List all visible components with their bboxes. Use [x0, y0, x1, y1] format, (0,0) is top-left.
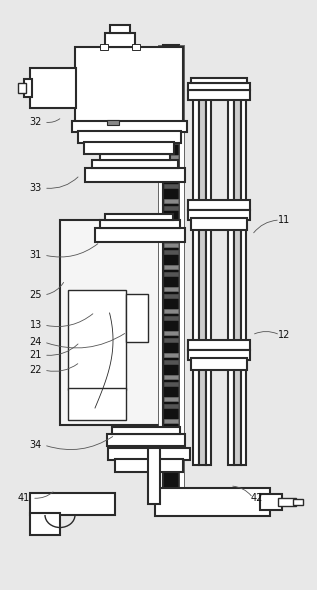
Bar — [164, 206, 178, 210]
Bar — [68, 388, 126, 420]
Bar — [164, 177, 178, 181]
Bar — [193, 80, 199, 465]
Bar — [164, 404, 178, 408]
Bar — [155, 488, 270, 516]
Bar — [163, 45, 179, 505]
Bar — [206, 80, 211, 465]
Text: 24: 24 — [29, 337, 42, 347]
Bar — [108, 448, 190, 460]
Bar — [164, 133, 178, 137]
Text: 13: 13 — [30, 320, 42, 330]
Bar — [18, 83, 26, 93]
Bar — [164, 316, 178, 320]
Bar — [164, 162, 178, 166]
Text: 32: 32 — [29, 117, 42, 127]
Bar — [278, 498, 296, 506]
Bar — [164, 382, 178, 386]
Bar — [164, 375, 178, 379]
Bar — [75, 47, 183, 122]
Bar — [188, 90, 250, 100]
Bar — [191, 218, 247, 230]
Bar — [164, 397, 178, 401]
Text: 21: 21 — [29, 350, 42, 360]
Text: 11: 11 — [278, 215, 290, 225]
Bar — [115, 459, 183, 472]
Text: 41: 41 — [18, 493, 30, 503]
Bar — [107, 120, 119, 125]
Text: 33: 33 — [30, 183, 42, 193]
Bar — [164, 360, 178, 364]
Bar — [164, 272, 178, 276]
Bar — [100, 154, 170, 160]
Bar — [260, 494, 282, 510]
Bar — [132, 44, 140, 50]
Bar — [164, 426, 178, 430]
Bar — [164, 155, 178, 159]
Bar — [68, 290, 126, 390]
Bar — [105, 214, 173, 220]
Bar — [164, 353, 178, 357]
Bar — [164, 184, 178, 188]
Bar — [107, 434, 185, 446]
Bar — [100, 44, 108, 50]
Bar — [164, 419, 178, 423]
Bar — [188, 83, 250, 90]
Bar — [234, 80, 241, 465]
Bar — [92, 160, 178, 168]
Bar — [105, 33, 135, 47]
Bar — [241, 80, 246, 465]
Bar — [188, 210, 250, 220]
Bar — [164, 243, 178, 247]
Bar — [110, 25, 130, 33]
Bar — [72, 121, 187, 132]
Bar — [164, 338, 178, 342]
Text: 12: 12 — [278, 330, 290, 340]
Bar — [164, 287, 178, 291]
Bar — [164, 199, 178, 203]
Text: 31: 31 — [30, 250, 42, 260]
Bar — [191, 358, 247, 370]
Bar — [148, 448, 160, 504]
Bar — [191, 78, 247, 83]
Bar — [188, 350, 250, 360]
Bar — [158, 45, 163, 505]
Bar — [164, 228, 178, 232]
Bar — [95, 228, 185, 242]
Bar — [78, 131, 181, 143]
Bar — [228, 80, 234, 465]
Text: 22: 22 — [29, 365, 42, 375]
Bar — [24, 79, 32, 97]
Bar — [199, 80, 206, 465]
Bar — [126, 294, 148, 342]
Bar — [100, 220, 180, 228]
Bar — [188, 340, 250, 350]
Bar — [30, 493, 115, 515]
Bar — [30, 513, 60, 535]
Text: 25: 25 — [29, 290, 42, 300]
Text: 42: 42 — [251, 493, 263, 503]
Bar — [188, 200, 250, 210]
Bar — [164, 221, 178, 225]
Bar — [179, 45, 184, 505]
Bar — [164, 265, 178, 269]
Text: 34: 34 — [30, 440, 42, 450]
Bar — [164, 294, 178, 298]
Bar — [60, 220, 160, 425]
Bar — [164, 140, 178, 144]
Bar — [84, 142, 174, 154]
Bar — [293, 499, 303, 505]
Bar — [85, 168, 185, 182]
Bar — [164, 331, 178, 335]
Bar — [112, 427, 180, 434]
Bar — [30, 68, 76, 108]
Bar — [164, 250, 178, 254]
Bar — [164, 309, 178, 313]
